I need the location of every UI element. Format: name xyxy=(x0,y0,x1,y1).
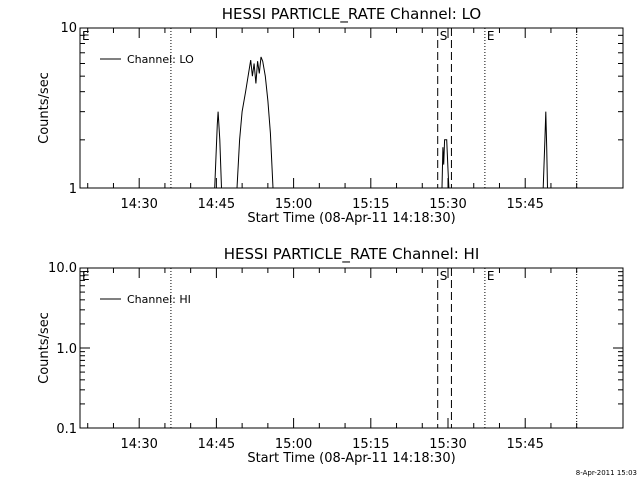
plot-frame xyxy=(79,27,624,189)
x-axis-label: Start Time (08-Apr-11 14:18:30) xyxy=(247,451,455,466)
y-tick-label: 1 xyxy=(69,182,77,197)
marker-label: S xyxy=(440,269,448,283)
marker-label: E xyxy=(487,29,495,43)
y-tick-label: 10 xyxy=(60,21,77,36)
x-tick-label: 15:00 xyxy=(275,437,312,452)
footer-timestamp: 8-Apr-2011 15:03 xyxy=(576,469,637,477)
y-tick-label: 1.0 xyxy=(56,342,77,357)
x-tick-label: 15:15 xyxy=(352,437,389,452)
panel-hi-channel: HESSI PARTICLE_RATE Channel: HI Counts/se… xyxy=(37,245,624,466)
y-axis-label: Counts/sec xyxy=(37,312,52,384)
x-tick-label: 15:45 xyxy=(506,437,543,452)
x-tick-label: 15:15 xyxy=(352,197,389,212)
legend-label: Channel: HI xyxy=(127,293,191,306)
x-tick-label: 15:45 xyxy=(506,197,543,212)
x-tick-label: 15:00 xyxy=(275,197,312,212)
left-edge-marker-label: E xyxy=(82,29,90,43)
x-axis-label: Start Time (08-Apr-11 14:18:30) xyxy=(247,211,455,226)
plot-frame xyxy=(79,267,624,429)
y-tick-label: 0.1 xyxy=(56,422,77,437)
x-tick-label: 14:30 xyxy=(120,197,157,212)
y-tick-label: 10.0 xyxy=(48,261,77,276)
legend-label: Channel: LO xyxy=(127,53,194,66)
chart-title: HESSI PARTICLE_RATE Channel: HI xyxy=(224,245,480,264)
marker-label: E xyxy=(487,269,495,283)
x-tick-label: 15:30 xyxy=(429,437,466,452)
x-tick-label: 15:30 xyxy=(429,197,466,212)
series-line xyxy=(80,56,548,189)
left-edge-marker-label: E xyxy=(82,269,90,283)
chart-title: HESSI PARTICLE_RATE Channel: LO xyxy=(222,5,481,24)
x-tick-label: 14:30 xyxy=(120,437,157,452)
x-tick-label: 14:45 xyxy=(198,197,235,212)
y-axis-label: Counts/sec xyxy=(37,72,52,144)
panel-lo-channel: HESSI PARTICLE_RATE Channel: LO Counts/se… xyxy=(37,5,624,226)
x-tick-label: 14:45 xyxy=(198,437,235,452)
marker-label: S xyxy=(440,29,448,43)
